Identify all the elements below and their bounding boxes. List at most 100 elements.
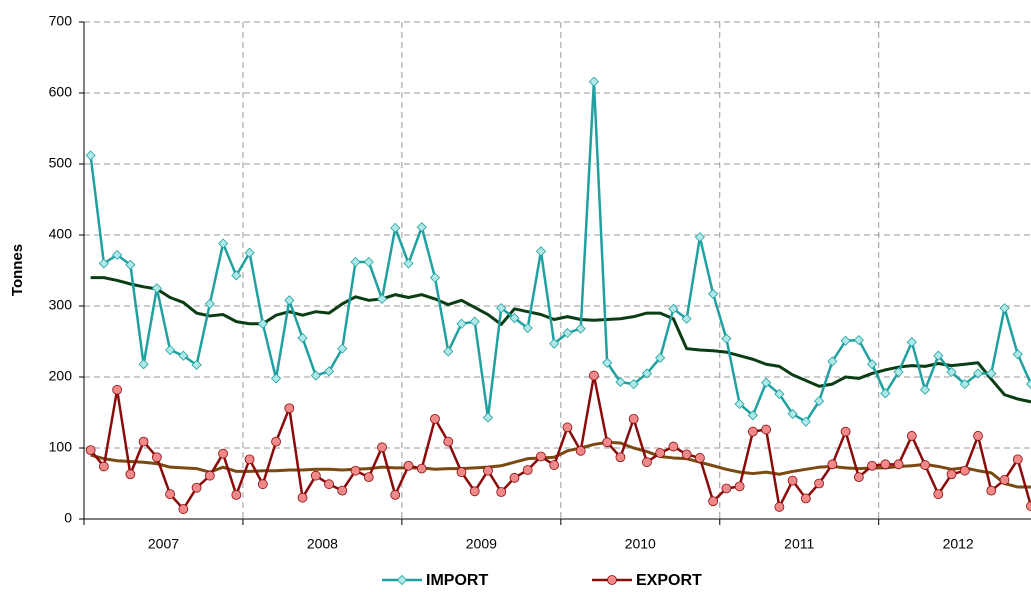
data-point bbox=[231, 270, 242, 281]
y-tick-label: 700 bbox=[49, 13, 73, 29]
data-point bbox=[151, 452, 162, 463]
data-point bbox=[668, 441, 679, 452]
data-point bbox=[946, 469, 957, 480]
data-point bbox=[920, 460, 930, 470]
data-point bbox=[800, 493, 811, 504]
data-point bbox=[734, 481, 745, 492]
y-axis-label: Tonnes bbox=[9, 244, 26, 296]
data-point bbox=[867, 359, 878, 370]
data-point bbox=[853, 335, 864, 346]
data-point bbox=[469, 316, 480, 327]
data-point bbox=[456, 467, 467, 478]
data-point bbox=[297, 492, 308, 503]
data-point bbox=[840, 335, 851, 346]
data-point bbox=[310, 370, 321, 381]
data-point bbox=[986, 485, 997, 496]
data-point bbox=[257, 318, 268, 329]
data-point bbox=[827, 459, 838, 470]
y-tick-label: 100 bbox=[49, 439, 73, 455]
data-point bbox=[231, 489, 242, 500]
data-point bbox=[959, 465, 970, 476]
data-point bbox=[390, 222, 401, 233]
data-point bbox=[1025, 379, 1031, 390]
data-point bbox=[429, 272, 441, 283]
data-point bbox=[244, 247, 255, 258]
data-point bbox=[85, 150, 96, 161]
data-point bbox=[681, 449, 692, 460]
y-tick-label: 500 bbox=[49, 155, 73, 171]
legend-marker bbox=[607, 575, 617, 585]
data-point bbox=[562, 422, 573, 433]
data-point bbox=[919, 384, 931, 395]
data-point bbox=[535, 246, 547, 257]
data-point bbox=[787, 475, 798, 486]
data-point bbox=[721, 333, 732, 344]
data-point bbox=[615, 452, 626, 463]
data-point bbox=[880, 459, 891, 470]
data-point bbox=[973, 431, 983, 441]
data-point bbox=[787, 408, 798, 419]
data-point bbox=[323, 366, 335, 377]
data-point bbox=[337, 485, 348, 496]
data-point bbox=[482, 412, 494, 423]
data-point bbox=[933, 350, 944, 361]
data-point bbox=[1012, 454, 1023, 465]
data-point bbox=[1012, 349, 1023, 360]
data-point bbox=[178, 504, 189, 514]
data-point bbox=[602, 357, 613, 368]
data-point bbox=[270, 373, 282, 384]
data-point bbox=[734, 398, 745, 410]
data-point bbox=[403, 460, 414, 471]
data-point bbox=[98, 258, 109, 269]
data-point bbox=[589, 370, 599, 381]
data-point bbox=[522, 322, 533, 334]
data-point bbox=[125, 259, 136, 270]
data-point bbox=[337, 343, 348, 354]
data-point bbox=[165, 344, 176, 356]
data-point bbox=[588, 76, 599, 87]
data-point bbox=[602, 437, 613, 448]
data-point bbox=[761, 377, 772, 388]
data-point bbox=[774, 388, 785, 400]
data-point bbox=[708, 496, 719, 507]
data-point bbox=[376, 293, 388, 304]
data-point bbox=[721, 483, 732, 494]
data-point bbox=[641, 368, 652, 379]
data-point bbox=[1026, 501, 1031, 512]
data-point bbox=[800, 416, 811, 427]
data-point bbox=[456, 318, 467, 329]
data-point bbox=[204, 298, 215, 309]
data-point bbox=[297, 332, 308, 344]
data-point bbox=[218, 238, 229, 249]
x-tick-label: 2012 bbox=[943, 536, 974, 552]
x-tick-label: 2008 bbox=[307, 536, 338, 552]
data-point bbox=[416, 222, 427, 233]
data-point bbox=[377, 442, 387, 453]
data-point bbox=[867, 460, 877, 471]
data-point bbox=[536, 451, 546, 462]
data-point bbox=[98, 461, 109, 472]
data-point bbox=[284, 403, 295, 414]
data-point bbox=[496, 303, 507, 314]
data-point bbox=[972, 368, 984, 379]
data-point bbox=[191, 359, 202, 370]
data-point bbox=[999, 475, 1010, 485]
data-point bbox=[694, 453, 705, 463]
data-point bbox=[708, 288, 719, 299]
data-point bbox=[893, 366, 904, 378]
data-point bbox=[390, 489, 401, 500]
data-point bbox=[191, 482, 202, 493]
legend-marker bbox=[396, 574, 408, 586]
data-point bbox=[814, 478, 824, 489]
data-point bbox=[522, 465, 533, 475]
data-point bbox=[363, 256, 374, 268]
data-point bbox=[138, 359, 149, 370]
data-point bbox=[284, 295, 295, 306]
data-point bbox=[257, 479, 268, 490]
data-point bbox=[655, 448, 666, 458]
x-tick-label: 2009 bbox=[466, 536, 497, 552]
y-tick-label: 200 bbox=[49, 368, 73, 384]
data-point bbox=[827, 356, 838, 367]
